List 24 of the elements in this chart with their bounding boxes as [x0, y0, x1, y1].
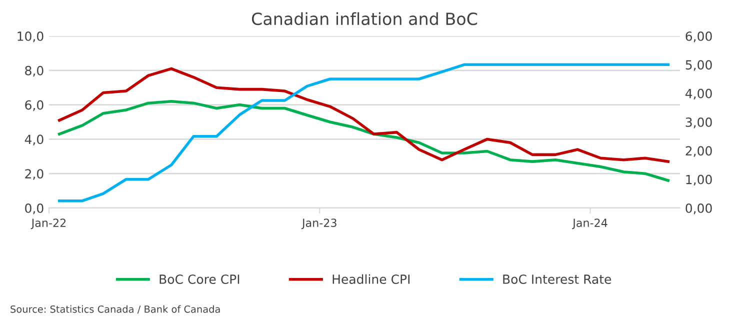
- x-tick-label: Jan-24: [572, 218, 608, 230]
- line-series: [58, 63, 670, 202]
- y2-tick-label: 1,00: [686, 174, 712, 186]
- y2-tick-label: 6,00: [686, 31, 712, 42]
- line-series: [58, 100, 670, 182]
- y2-tick-label: 5,00: [686, 60, 712, 71]
- legend-label: BoC Interest Rate: [503, 274, 612, 284]
- y2-tick-label: 4,00: [685, 88, 712, 100]
- x-tick-label: Jan-22: [30, 218, 66, 230]
- y-tick-label: 4,0: [24, 134, 44, 146]
- y2-tick-label: 0,00: [686, 203, 712, 214]
- legend-label: BoC Core CPI: [160, 274, 240, 284]
- line-series: [58, 67, 670, 163]
- y2-tick-label: 2,00: [686, 146, 712, 157]
- chart-title: Canadian inflation and BoC: [252, 12, 478, 26]
- y-tick-label: 2,0: [25, 169, 44, 180]
- y-tick-label: 10,0: [18, 31, 44, 42]
- y-tick-label: 8,0: [25, 66, 44, 77]
- y-tick-label: 0,0: [25, 203, 44, 214]
- source-note: Source: Statistics Canada / Bank of Canada: [10, 305, 220, 314]
- legend-label: Headline CPI: [332, 274, 410, 284]
- x-tick-label: Jan-23: [301, 218, 336, 230]
- y-tick-label: 6,0: [25, 100, 44, 111]
- y2-tick-label: 3,00: [686, 117, 712, 128]
